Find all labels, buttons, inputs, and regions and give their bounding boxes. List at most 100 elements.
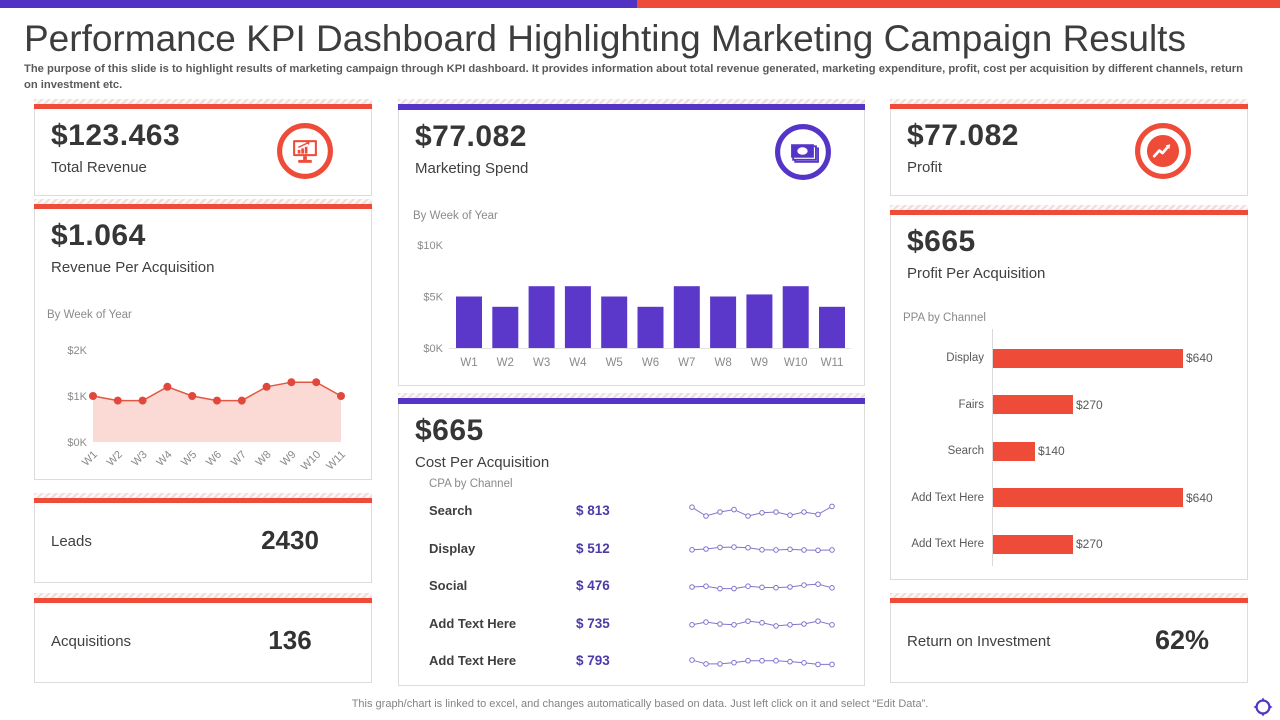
card-hatch-band bbox=[34, 493, 372, 498]
cpa-amount: $ 813 bbox=[576, 503, 610, 519]
ppa-category-label: Add Text Here bbox=[911, 491, 984, 504]
cpa-table[interactable]: Search $ 813 Display $ 512 Social $ 476 … bbox=[399, 492, 864, 680]
ppa-bar bbox=[993, 348, 1183, 368]
card-accent-bar bbox=[890, 210, 1248, 215]
page-subtitle: The purpose of this slide is to highligh… bbox=[24, 63, 1243, 92]
marketing-spend-value: $77.082 bbox=[415, 120, 527, 153]
ppa-value-label: $270 bbox=[1076, 537, 1103, 552]
marketing-spend-card: $77.082 Marketing Spend By Week of Year … bbox=[398, 99, 865, 386]
acquisitions-card: Acquisitions 136 bbox=[34, 593, 372, 683]
ppa-bar-row: Add Text Here $270 bbox=[897, 521, 1239, 568]
cpa-channel: Search bbox=[429, 503, 473, 519]
ppa-bar bbox=[993, 395, 1073, 415]
svg-text:W11: W11 bbox=[324, 449, 348, 473]
cpa-amount: $ 476 bbox=[576, 578, 610, 594]
cpa-row: Add Text Here $ 735 bbox=[399, 605, 864, 643]
svg-text:W4: W4 bbox=[569, 357, 587, 369]
svg-text:$1K: $1K bbox=[67, 391, 87, 403]
banknotes-icon bbox=[775, 124, 831, 180]
ppa-bar-row: Fairs $270 bbox=[897, 382, 1239, 429]
cpa-row: Display $ 512 bbox=[399, 530, 864, 568]
marketing-spend-bar-chart[interactable]: $10K $5K $0K W1 W2 W3 W4 W5 W6 W7 W8 W9 W10 W11 bbox=[399, 234, 859, 370]
acquisitions-label: Acquisitions bbox=[51, 633, 132, 650]
card-accent-bar bbox=[34, 204, 372, 209]
card-hatch-band bbox=[34, 99, 372, 104]
compass-logo-icon bbox=[1253, 697, 1273, 717]
revenue-per-acquisition-card: $1.064 Revenue Per Acquisition By Week o… bbox=[34, 199, 372, 480]
svg-text:W9: W9 bbox=[278, 449, 298, 469]
svg-text:W8: W8 bbox=[254, 449, 274, 469]
svg-text:W10: W10 bbox=[299, 449, 323, 473]
ppa-value-label: $640 bbox=[1186, 351, 1213, 366]
cpa-sparkline bbox=[689, 657, 835, 667]
svg-text:$10K: $10K bbox=[417, 240, 443, 252]
rpa-chart-subtitle: By Week of Year bbox=[47, 309, 132, 321]
card-hatch-band bbox=[890, 99, 1248, 104]
cpa-amount: $ 793 bbox=[576, 653, 610, 669]
cpa-sparkline bbox=[689, 618, 835, 629]
leads-value: 2430 bbox=[261, 525, 319, 555]
ppa-label: Profit Per Acquisition bbox=[907, 265, 1046, 282]
card-accent-bar bbox=[398, 398, 865, 404]
svg-text:W2: W2 bbox=[497, 357, 514, 369]
svg-text:W5: W5 bbox=[179, 449, 199, 469]
cpa-sparkline bbox=[689, 503, 835, 519]
footer-note: This graph/chart is linked to excel, and… bbox=[351, 698, 929, 710]
total-revenue-card: $123.463 Total Revenue bbox=[34, 99, 372, 196]
ppa-category-label: Add Text Here bbox=[911, 538, 984, 551]
svg-text:W5: W5 bbox=[606, 357, 623, 369]
ppa-chart-header: PPA by Channel bbox=[903, 312, 986, 324]
total-revenue-value: $123.463 bbox=[51, 119, 181, 152]
ppa-bar-row: Display $640 bbox=[897, 335, 1239, 382]
cpa-value: $665 bbox=[415, 414, 484, 447]
profit-label: Profit bbox=[907, 159, 943, 176]
cpa-channel: Add Text Here bbox=[429, 653, 517, 669]
cpa-row: Search $ 813 bbox=[399, 492, 864, 530]
marketing-spend-label: Marketing Spend bbox=[415, 160, 529, 177]
ppa-category-label: Fairs bbox=[958, 398, 984, 411]
svg-text:W1: W1 bbox=[80, 449, 100, 469]
card-hatch-band bbox=[890, 593, 1248, 598]
svg-text:W11: W11 bbox=[821, 357, 844, 369]
cpa-row: Social $ 476 bbox=[399, 567, 864, 605]
svg-text:$0K: $0K bbox=[67, 437, 87, 449]
svg-text:W4: W4 bbox=[154, 449, 174, 469]
svg-text:W6: W6 bbox=[204, 449, 224, 469]
top-accent-bar-red bbox=[637, 0, 1280, 8]
svg-text:W10: W10 bbox=[784, 357, 808, 369]
card-accent-bar bbox=[890, 598, 1248, 603]
top-accent-bar-purple bbox=[0, 0, 637, 8]
svg-text:$2K: $2K bbox=[67, 345, 87, 357]
cpa-label: Cost Per Acquisition bbox=[415, 454, 550, 471]
cpa-sparkline bbox=[689, 544, 835, 554]
cpa-amount: $ 512 bbox=[576, 540, 610, 556]
cpa-table-header: CPA by Channel bbox=[429, 478, 513, 490]
cpa-channel: Display bbox=[429, 540, 476, 556]
profit-per-acquisition-card: $665 Profit Per Acquisition PPA by Chann… bbox=[890, 205, 1248, 580]
roi-card: Return on Investment 62% bbox=[890, 593, 1248, 683]
cpa-row: Add Text Here $ 793 bbox=[399, 642, 864, 680]
ppa-bar bbox=[993, 488, 1183, 508]
spend-chart-subtitle: By Week of Year bbox=[413, 210, 498, 222]
card-hatch-band bbox=[398, 99, 865, 104]
svg-text:W3: W3 bbox=[533, 357, 550, 369]
rpa-value: $1.064 bbox=[51, 219, 146, 252]
ppa-value-label: $640 bbox=[1186, 490, 1213, 505]
page-title: Performance KPI Dashboard Highlighting M… bbox=[24, 18, 1186, 59]
trend-up-arrow-icon bbox=[1135, 123, 1191, 179]
ppa-value-label: $140 bbox=[1038, 444, 1065, 459]
card-hatch-band bbox=[890, 205, 1248, 210]
card-hatch-band bbox=[398, 393, 865, 398]
card-accent-bar bbox=[34, 104, 372, 109]
profit-value: $77.082 bbox=[907, 119, 1019, 152]
ppa-bar-row: Add Text Here $640 bbox=[897, 475, 1239, 522]
card-hatch-band bbox=[34, 199, 372, 204]
svg-text:W2: W2 bbox=[105, 449, 125, 469]
ppa-horizontal-bar-chart[interactable]: Display $640 Fairs $270 Search $140 Add Text H… bbox=[897, 329, 1239, 568]
ppa-category-label: Display bbox=[946, 352, 984, 365]
cpa-channel: Social bbox=[429, 578, 468, 594]
svg-text:$0K: $0K bbox=[423, 343, 443, 355]
svg-text:W6: W6 bbox=[642, 357, 659, 369]
card-hatch-band bbox=[34, 593, 372, 598]
